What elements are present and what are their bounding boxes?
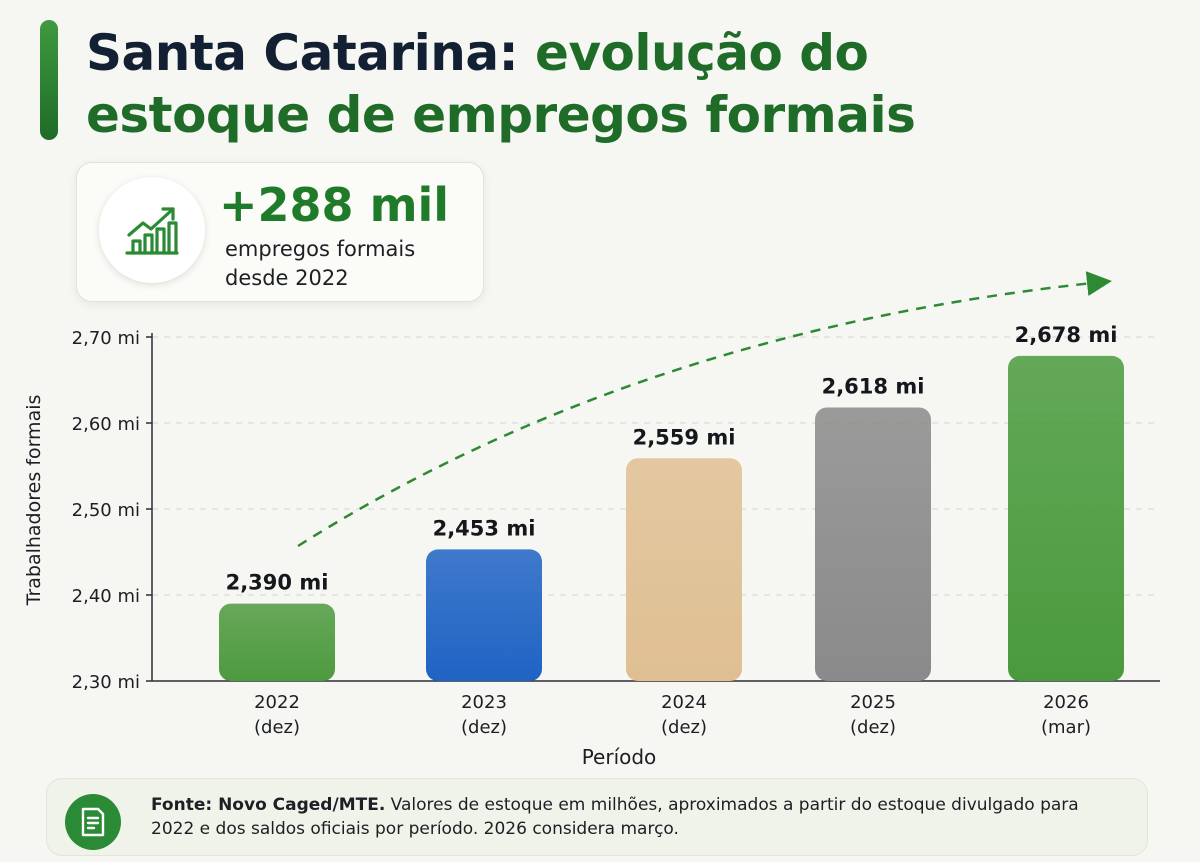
source-detail: Valores de estoque em milhões, aproximad… xyxy=(151,795,1079,839)
y-tick-label: 2,60 mi xyxy=(72,414,140,435)
x-tick-label-year: 2023 xyxy=(461,692,507,713)
x-tick-label-period: (dez) xyxy=(254,717,300,738)
y-tick-label: 2,70 mi xyxy=(72,328,140,349)
y-tick-label: 2,50 mi xyxy=(72,500,140,521)
bar xyxy=(1008,355,1124,681)
y-axis-label: Trabalhadores formais xyxy=(23,395,45,607)
x-tick-label-period: (dez) xyxy=(461,717,507,738)
x-tick-label-year: 2025 xyxy=(850,692,896,713)
x-axis-label: Período xyxy=(582,745,657,769)
kpi-card: +288 mil empregos formais desde 2022 xyxy=(76,162,484,302)
bar xyxy=(815,407,931,681)
title-accent-bar xyxy=(40,20,58,140)
bar-value-label: 2,678 mi xyxy=(1015,323,1118,347)
title-part2: evolução do xyxy=(535,24,869,82)
bar-value-label: 2,390 mi xyxy=(226,571,329,595)
kpi-value: +288 mil xyxy=(219,178,450,232)
y-tick-label: 2,30 mi xyxy=(72,672,140,693)
x-tick-label-period: (dez) xyxy=(850,717,896,738)
bar-value-label: 2,559 mi xyxy=(633,425,736,449)
bar xyxy=(626,458,742,681)
title-line2: estoque de empregos formais xyxy=(86,86,916,144)
x-tick-label-year: 2022 xyxy=(254,692,300,713)
title-part1: Santa Catarina: xyxy=(86,24,519,82)
x-tick-label-period: (mar) xyxy=(1041,717,1091,738)
source-note: Fonte: Novo Caged/MTE. Valores de estoqu… xyxy=(46,778,1148,856)
x-tick-label-year: 2026 xyxy=(1043,692,1089,713)
bar xyxy=(426,549,542,681)
document-icon xyxy=(65,794,121,850)
kpi-description: empregos formais desde 2022 xyxy=(225,237,416,290)
bar-chart: 2,30 mi 2,40 mi 2,50 mi 2,60 mi 2,70 mi Traba… xyxy=(23,271,1160,769)
x-tick-label-year: 2024 xyxy=(661,692,707,713)
source-text: Fonte: Novo Caged/MTE. Valores de estoqu… xyxy=(151,793,1111,841)
y-tick-label: 2,40 mi xyxy=(72,586,140,607)
bar-value-label: 2,618 mi xyxy=(822,375,925,399)
growth-chart-icon xyxy=(99,177,205,283)
bar xyxy=(219,603,335,681)
x-tick-label-period: (dez) xyxy=(661,717,707,738)
source-bold: Fonte: Novo Caged/MTE. xyxy=(151,795,386,815)
trend-arrow xyxy=(297,271,1112,548)
bar-value-label: 2,453 mi xyxy=(433,516,536,540)
page-title: Santa Catarina: evolução do estoque de e… xyxy=(86,22,1086,146)
